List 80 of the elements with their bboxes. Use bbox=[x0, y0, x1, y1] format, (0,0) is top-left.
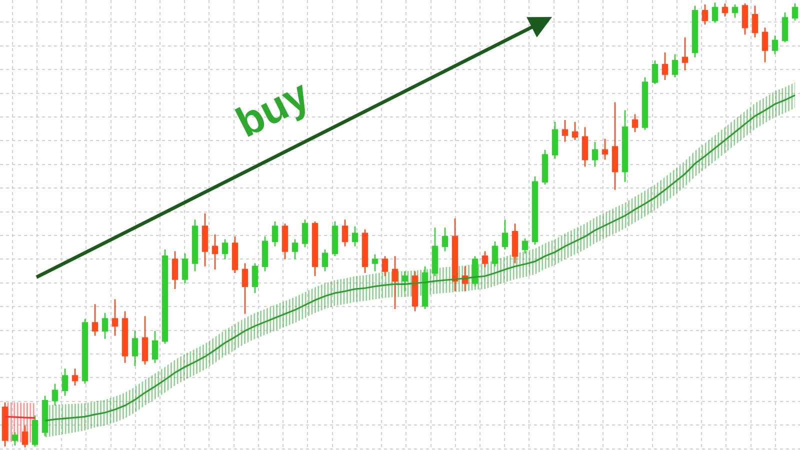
candlestick bbox=[162, 248, 168, 344]
candlestick bbox=[472, 255, 478, 288]
candlestick bbox=[92, 304, 98, 336]
candlestick bbox=[112, 298, 118, 336]
candlestick bbox=[352, 226, 358, 247]
candlestick bbox=[242, 262, 248, 315]
candlestick bbox=[192, 219, 198, 272]
candlestick bbox=[252, 262, 258, 294]
candlestick bbox=[782, 12, 788, 43]
annotation: buy bbox=[228, 70, 318, 146]
candlestick bbox=[422, 266, 428, 310]
candlestick bbox=[382, 255, 388, 277]
candlestick bbox=[12, 432, 18, 446]
candlestick bbox=[342, 219, 348, 247]
candlestick bbox=[492, 240, 498, 267]
candlestick bbox=[562, 119, 568, 142]
candlestick bbox=[772, 34, 778, 55]
candlestick bbox=[572, 121, 578, 141]
candlestick bbox=[312, 220, 318, 277]
candlestick bbox=[482, 250, 488, 268]
candlestick bbox=[122, 310, 128, 364]
candlestick bbox=[172, 250, 178, 290]
candlestick bbox=[282, 223, 288, 260]
candlestick bbox=[522, 238, 528, 254]
candlestick bbox=[32, 414, 38, 448]
candlestick bbox=[442, 227, 448, 252]
candlestick bbox=[372, 254, 378, 272]
candlestick bbox=[42, 395, 48, 437]
candlestick bbox=[52, 383, 58, 406]
candlestick bbox=[22, 424, 28, 448]
candlestick bbox=[2, 402, 8, 448]
candlestick bbox=[152, 330, 158, 364]
candlestick bbox=[402, 270, 408, 292]
candlestick bbox=[762, 26, 768, 63]
candlestick bbox=[642, 76, 648, 130]
candlestick bbox=[142, 316, 148, 366]
candlestick bbox=[512, 223, 518, 264]
candlestick bbox=[322, 248, 328, 272]
candlestick bbox=[302, 219, 308, 248]
candlestick bbox=[612, 102, 618, 191]
candlestick bbox=[682, 36, 688, 71]
candlestick bbox=[452, 218, 458, 292]
candlestick bbox=[692, 5, 698, 58]
candlestick bbox=[672, 54, 678, 78]
candlestick bbox=[602, 138, 608, 160]
candlestick bbox=[412, 270, 418, 312]
candlestick bbox=[542, 149, 548, 186]
candlestick bbox=[632, 114, 638, 133]
candlestick bbox=[532, 176, 538, 246]
candlestick bbox=[202, 212, 208, 267]
candlestick bbox=[182, 252, 188, 284]
candlestick bbox=[232, 236, 238, 274]
candlestick bbox=[752, 5, 758, 38]
candlestick bbox=[702, 4, 708, 26]
candlestick bbox=[722, 2, 728, 18]
candlestick bbox=[132, 330, 138, 367]
candlestick bbox=[222, 238, 228, 260]
candlestick bbox=[262, 236, 268, 272]
candlestick bbox=[362, 228, 368, 274]
candlestick bbox=[102, 312, 108, 340]
candlestick bbox=[592, 141, 598, 168]
candlestick bbox=[552, 121, 558, 160]
candlestick bbox=[742, 2, 748, 36]
candlestick bbox=[732, 4, 738, 18]
candlestick bbox=[622, 110, 628, 183]
candlestick bbox=[272, 220, 278, 247]
candlestick bbox=[332, 220, 338, 257]
candlestick bbox=[72, 368, 78, 386]
candlestick bbox=[82, 318, 88, 384]
candlestick bbox=[582, 126, 588, 168]
candlestick bbox=[662, 52, 668, 81]
candlestick bbox=[712, 2, 718, 24]
candlestick bbox=[432, 227, 438, 277]
candlestick bbox=[62, 368, 68, 396]
candlestick bbox=[292, 238, 298, 260]
candlestick bbox=[792, 2, 798, 22]
candlestick bbox=[212, 234, 218, 270]
candlestick bbox=[392, 255, 398, 310]
candlestick bbox=[652, 60, 658, 85]
candlestick bbox=[502, 219, 508, 250]
